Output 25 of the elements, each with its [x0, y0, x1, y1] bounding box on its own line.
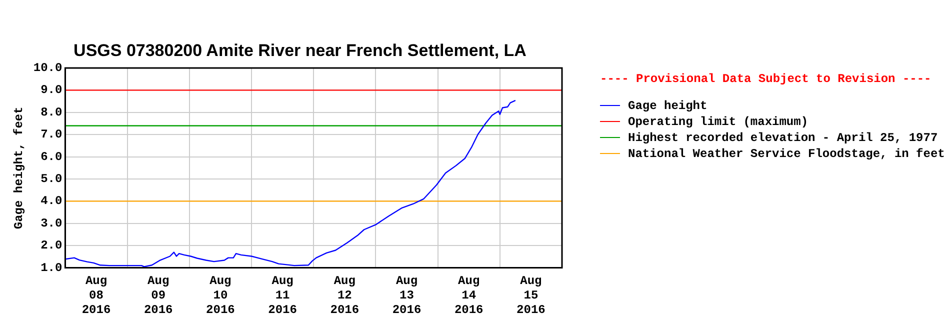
- legend-label: National Weather Service Floodstage, in feet: [628, 147, 945, 161]
- y-tick-label: 2.0: [40, 238, 62, 253]
- x-tick-label: Aug 15 2016: [516, 274, 546, 317]
- x-tick-label: Aug 14 2016: [454, 274, 484, 317]
- y-tick-label: 8.0: [40, 105, 62, 120]
- y-tick-label: 9.0: [40, 83, 62, 98]
- legend-label: Operating limit (maximum): [628, 115, 808, 129]
- x-tick-label: Aug 12 2016: [330, 274, 360, 317]
- x-tick-label: Aug 13 2016: [392, 274, 422, 317]
- legend-label: Gage height: [628, 99, 708, 113]
- chart-title: USGS 07380200 Amite River near French Settlement, LA: [72, 41, 528, 61]
- y-tick-label: 4.0: [40, 194, 62, 208]
- x-tick-label: Aug 11 2016: [268, 274, 297, 317]
- y-tick-label: 5.0: [40, 172, 62, 186]
- x-tick-label: Aug 09 2016: [144, 274, 173, 317]
- legend-title: ---- Provisional Data Subject to Revision ----: [600, 72, 932, 86]
- y-tick-label: 7.0: [40, 128, 62, 142]
- y-axis-title: Gage height, feet: [12, 106, 26, 230]
- y-tick-label: 3.0: [40, 216, 62, 230]
- x-tick-label: Aug 08 2016: [82, 274, 111, 317]
- y-tick-label: 10.0: [33, 61, 62, 76]
- y-tick-label: 1.0: [40, 260, 62, 275]
- legend-label: Highest recorded elevation - April 25, 1977: [628, 131, 938, 145]
- x-tick-label: Aug 10 2016: [206, 274, 235, 317]
- y-tick-label: 6.0: [40, 150, 62, 164]
